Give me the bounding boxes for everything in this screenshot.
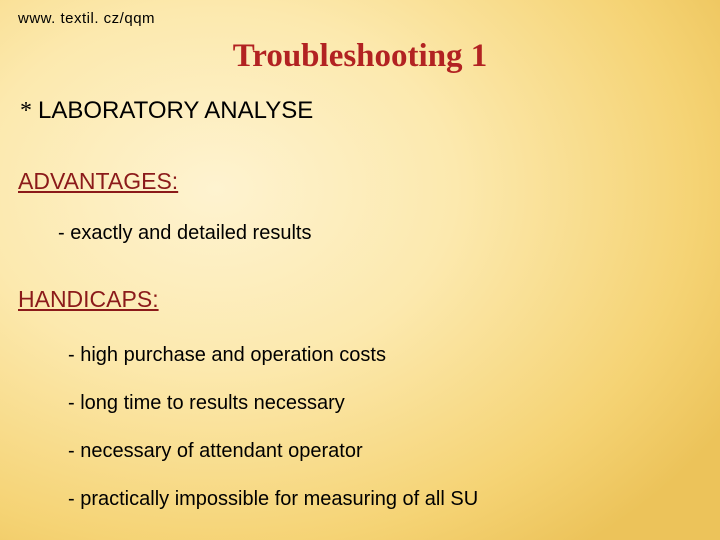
main-bullet-text: LABORATORY ANALYSE: [38, 97, 313, 124]
handicaps-heading: HANDICAPS:: [18, 286, 159, 313]
page-url: www. textil. cz/qqm: [18, 10, 155, 27]
handicap-item: - practically impossible for measuring o…: [68, 488, 478, 511]
slide-title: Troubleshooting 1: [0, 38, 720, 75]
handicap-item: - necessary of attendant operator: [68, 440, 363, 463]
handicap-item: - long time to results necessary: [68, 392, 345, 415]
handicap-item: - high purchase and operation costs: [68, 344, 386, 367]
advantage-item: - exactly and detailed results: [58, 222, 311, 245]
asterisk-icon: *: [20, 98, 32, 124]
main-bullet: *LABORATORY ANALYSE: [20, 97, 313, 125]
advantages-heading: ADVANTAGES:: [18, 168, 178, 195]
